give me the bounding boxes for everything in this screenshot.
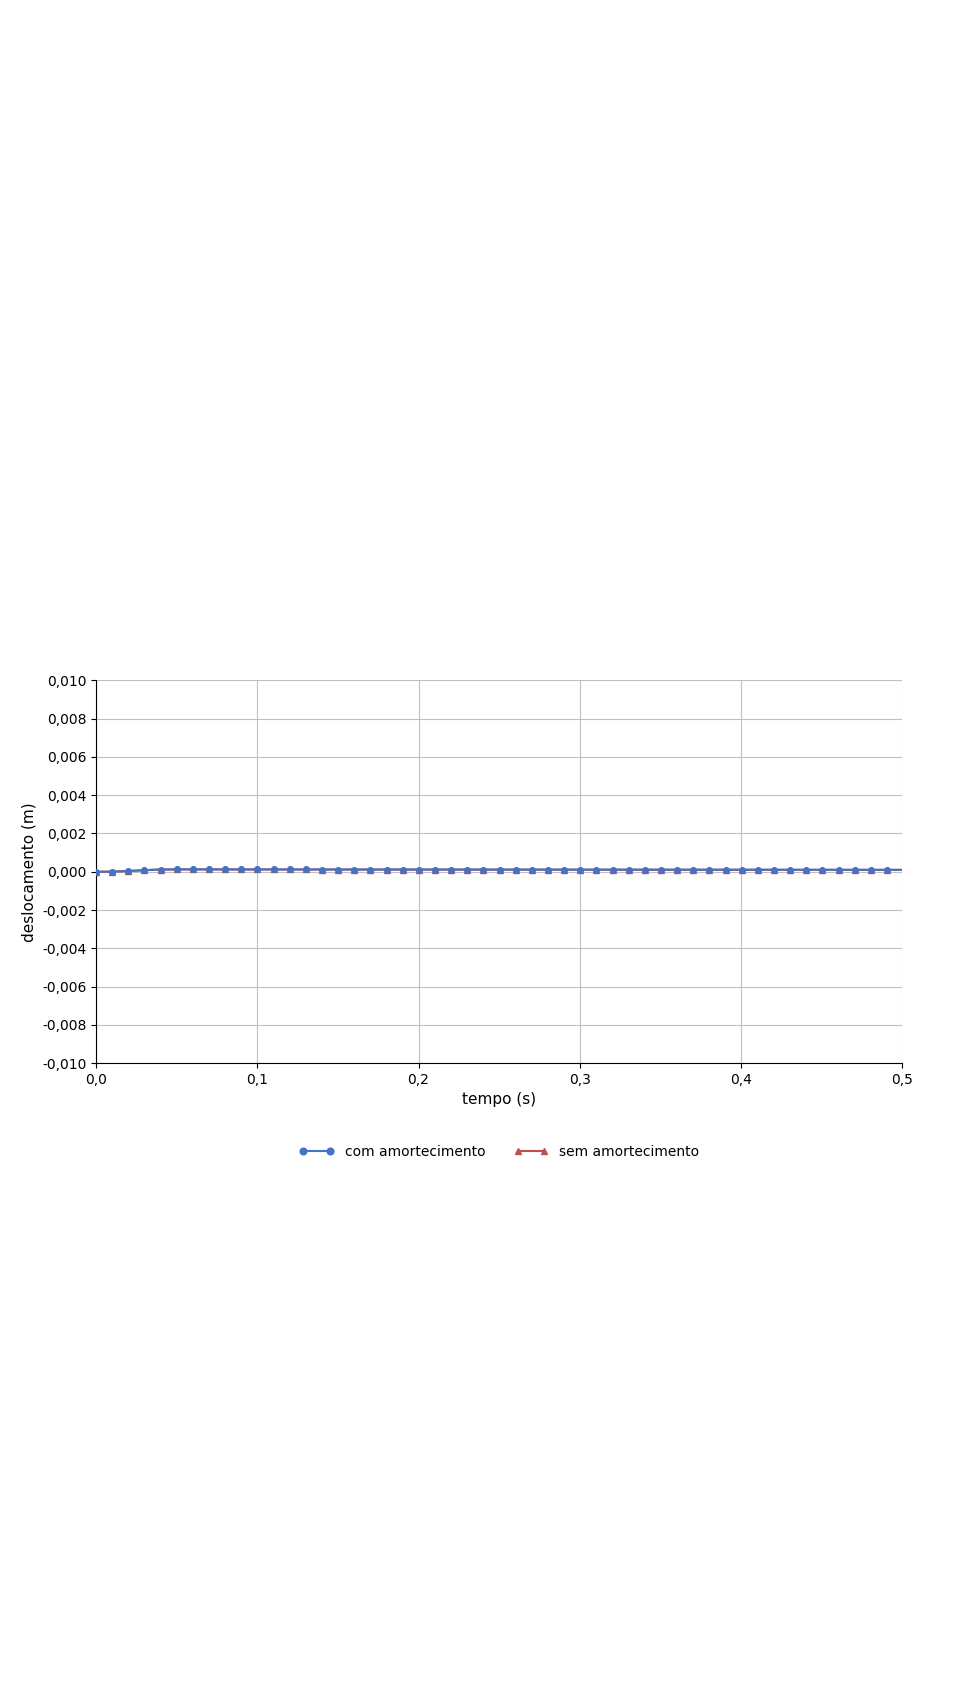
sem amortecimento <box>418 859 429 879</box>
sem amortecimento <box>734 859 746 879</box>
com amortecimento <box>174 859 185 879</box>
Line: sem amortecimento: sem amortecimento <box>93 866 905 874</box>
com amortecimento <box>734 859 746 879</box>
X-axis label: tempo (s): tempo (s) <box>462 1092 537 1107</box>
sem amortecimento <box>446 859 458 879</box>
sem amortecimento <box>897 859 908 879</box>
sem amortecimento <box>171 859 182 879</box>
sem amortecimento <box>720 859 732 879</box>
com amortecimento <box>90 861 102 881</box>
com amortecimento <box>418 859 429 879</box>
com amortecimento <box>171 859 182 879</box>
sem amortecimento <box>645 859 657 879</box>
com amortecimento <box>645 859 657 879</box>
Y-axis label: deslocamento (m): deslocamento (m) <box>21 801 36 942</box>
Line: com amortecimento: com amortecimento <box>93 866 905 874</box>
com amortecimento <box>446 859 458 879</box>
sem amortecimento <box>90 861 102 881</box>
sem amortecimento <box>174 859 185 879</box>
com amortecimento <box>897 859 908 879</box>
Legend: com amortecimento, sem amortecimento: com amortecimento, sem amortecimento <box>294 1140 705 1163</box>
com amortecimento <box>720 859 732 879</box>
